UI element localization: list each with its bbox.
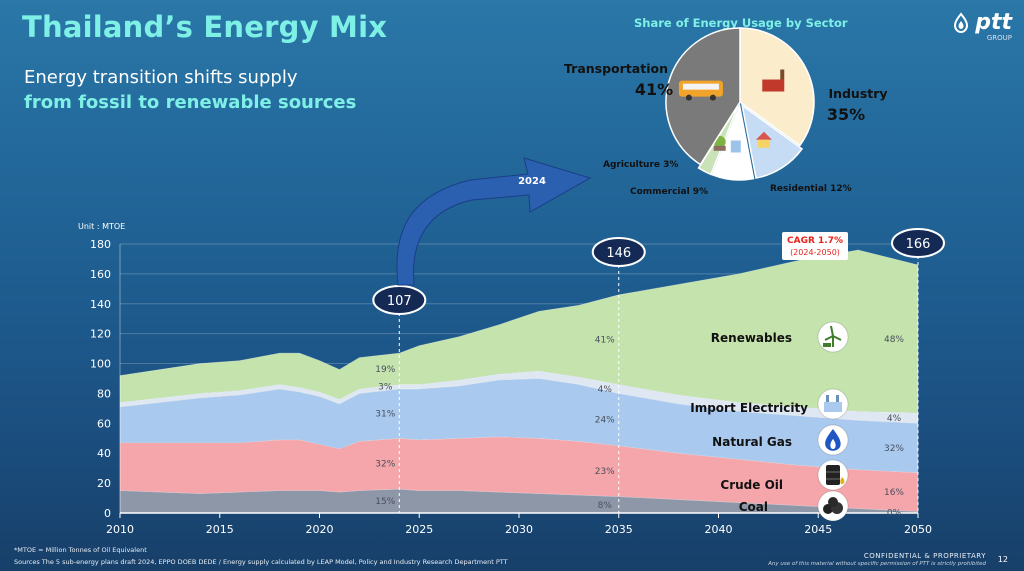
footnote-mtoe: *MTOE = Million Tonnes of Oil Equivalent xyxy=(14,546,147,554)
series-legend: Renewables Import Electricity Natural Gas C… xyxy=(690,321,849,522)
y-tick-label-140: 140 xyxy=(90,298,111,311)
x-tick-label-2040: 2040 xyxy=(705,523,733,536)
pie-pct-transportation: 41% xyxy=(635,80,673,99)
area-crude-oil xyxy=(119,436,919,512)
subtitle-line-2: from fossil to renewable sources xyxy=(24,92,357,113)
x-tick-label-2035: 2035 xyxy=(605,523,633,536)
y-tick-label-100: 100 xyxy=(90,358,111,371)
callout-value-2035: 146 xyxy=(606,246,631,261)
y-tick-label-0: 0 xyxy=(104,507,111,520)
ptt-logo: ptt GROUP xyxy=(950,10,1012,42)
page-number: 12 xyxy=(997,555,1008,564)
chart-areas xyxy=(119,249,919,514)
pie-label-agriculture: Agriculture 3% xyxy=(603,160,678,170)
share-label-coal-2024: 15% xyxy=(375,497,395,507)
share-label-natural-gas-2050: 32% xyxy=(884,444,904,454)
pie-label-transportation: Transportation xyxy=(564,61,668,76)
coal-icon xyxy=(817,490,849,522)
callout-bubble-2050 xyxy=(891,228,945,258)
share-label-renewables-2050: 48% xyxy=(884,335,904,345)
unit-label: Unit : MTOE xyxy=(78,222,125,231)
share-label-natural-gas-2035: 24% xyxy=(595,416,615,426)
confidential-sub: Any use of this material without specifi… xyxy=(768,561,986,567)
legend-label-renewables: Renewables xyxy=(711,331,792,345)
confidential-label: CONFIDENTIAL & PROPRIETARY xyxy=(863,552,986,560)
curved-arrow-2024: 2024 xyxy=(396,157,592,286)
pie-slice-residential xyxy=(741,103,804,179)
factory-icon xyxy=(762,69,785,92)
legend-label-coal: Coal xyxy=(739,500,768,514)
share-label-crude-oil-2050: 16% xyxy=(884,488,904,498)
share-label-crude-oil-2024: 32% xyxy=(375,460,395,470)
share-label-renewables-2024: 19% xyxy=(375,365,395,375)
pie-label-industry: Industry xyxy=(828,86,887,101)
x-tick-label-2050: 2050 xyxy=(904,523,932,536)
cagr-line2: (2024-2050) xyxy=(790,248,840,257)
logo-text: ptt xyxy=(975,10,1012,35)
x-tick-label-2025: 2025 xyxy=(405,523,433,536)
x-tick-label-2015: 2015 xyxy=(206,523,234,536)
share-label-crude-oil-2035: 23% xyxy=(595,467,615,477)
footnote-sources: Sources The 5 sub-energy plans draft 202… xyxy=(14,558,508,566)
shop-icon xyxy=(730,140,741,153)
x-tick-label-2010: 2010 xyxy=(106,523,134,536)
callout-value-2024: 107 xyxy=(387,294,412,309)
y-tick-label-60: 60 xyxy=(97,417,111,430)
callout-bubble-2035 xyxy=(591,237,646,267)
pie-label-residential: Residential 12% xyxy=(770,184,852,194)
arrow-label: 2024 xyxy=(518,176,546,187)
legend-label-import-electricity: Import Electricity xyxy=(690,401,808,415)
sector-pie-chart: Transportation 41% Industry 35% Residential … xyxy=(564,27,888,197)
share-label-import-electricity-2050: 4% xyxy=(887,414,902,424)
cagr-line1: CAGR 1.7% xyxy=(787,236,843,246)
house-icon xyxy=(755,131,772,148)
y-tick-label-40: 40 xyxy=(97,447,111,460)
pie-title: Share of Energy Usage by Sector xyxy=(634,16,848,30)
share-label-natural-gas-2024: 31% xyxy=(375,410,395,420)
share-labels: 15% 8% 0% 32% 23% 16% 31% 24% 32% 3% 4% 4% 19% 41% 48% xyxy=(375,335,904,518)
pie-pct-industry: 35% xyxy=(827,105,865,124)
x-tick-label-2045: 2045 xyxy=(804,523,832,536)
flame-logo-icon xyxy=(954,11,969,33)
x-tick-label-2030: 2030 xyxy=(505,523,533,536)
page-title: Thailand’s Energy Mix xyxy=(22,10,388,44)
y-tick-label-120: 120 xyxy=(90,328,111,341)
subtitle-line-1: Energy transition shifts supply xyxy=(24,67,298,88)
legend-label-crude-oil: Crude Oil xyxy=(720,478,783,492)
bus-icon xyxy=(678,80,723,101)
legend-label-natural-gas: Natural Gas xyxy=(712,435,792,449)
y-tick-label-180: 180 xyxy=(90,238,111,251)
power-plant-icon xyxy=(817,388,849,420)
value-callouts: 107 146 166 xyxy=(372,228,945,513)
share-label-import-electricity-2024: 3% xyxy=(378,383,393,393)
logo-subtext: GROUP xyxy=(986,34,1012,42)
callout-bubble-2024 xyxy=(372,285,427,315)
y-tick-label-20: 20 xyxy=(97,477,111,490)
x-tick-label-2020: 2020 xyxy=(306,523,334,536)
share-label-coal-2050: 0% xyxy=(887,508,902,518)
oil-barrel-icon xyxy=(817,459,849,491)
cagr-box: CAGR 1.7% (2024-2050) xyxy=(782,232,848,260)
pie-label-commercial: Commercial 9% xyxy=(630,187,708,197)
y-tick-label-160: 160 xyxy=(90,268,111,281)
share-label-import-electricity-2035: 4% xyxy=(598,385,613,395)
callout-value-2050: 166 xyxy=(906,237,931,252)
share-label-renewables-2035: 41% xyxy=(595,336,615,346)
gas-flame-icon xyxy=(817,424,849,456)
wind-turbine-icon xyxy=(817,321,849,353)
y-tick-label-80: 80 xyxy=(97,387,111,400)
share-label-coal-2035: 8% xyxy=(598,501,613,511)
